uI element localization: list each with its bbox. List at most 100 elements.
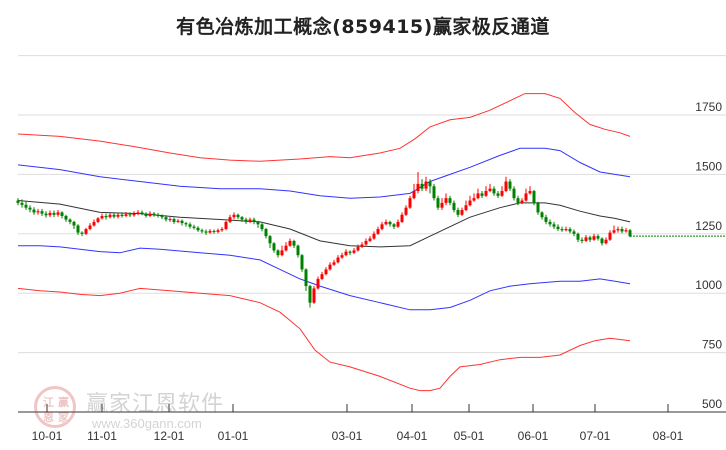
candle (328, 264, 332, 270)
candle (360, 244, 364, 247)
candle (96, 218, 100, 222)
candle (296, 245, 300, 256)
candle (204, 231, 208, 233)
candle (208, 230, 212, 233)
candle (528, 191, 532, 194)
candle (140, 212, 144, 214)
x-tick-label: 12-01 (154, 429, 185, 443)
candle (224, 221, 228, 230)
candle (240, 217, 244, 220)
candle (136, 212, 140, 214)
candle (56, 212, 60, 215)
candle (580, 239, 584, 241)
candle (488, 188, 492, 192)
candle (392, 224, 396, 227)
x-tick-label: 07-01 (580, 429, 611, 443)
candle (532, 191, 536, 203)
candle (356, 246, 360, 251)
candle (404, 207, 408, 215)
candle (608, 232, 612, 240)
candle (68, 219, 72, 222)
candle (476, 193, 480, 199)
candle (508, 181, 512, 189)
candle (416, 183, 420, 192)
candle (304, 269, 308, 287)
candle (364, 240, 368, 245)
candle (176, 220, 180, 222)
candle (380, 224, 384, 230)
candle (436, 198, 440, 208)
candle (264, 229, 268, 237)
x-tick-label: 03-01 (332, 429, 363, 443)
candle (628, 230, 632, 237)
candle (312, 288, 316, 303)
x-tick-label: 01-01 (218, 429, 249, 443)
candle (616, 229, 620, 231)
candle (612, 230, 616, 233)
candle (120, 214, 124, 216)
candle (316, 278, 320, 289)
candle (620, 229, 624, 232)
candle (480, 193, 484, 196)
candle (232, 214, 236, 218)
candle (220, 229, 224, 231)
candle (564, 229, 568, 231)
candle (168, 219, 172, 221)
candle (172, 219, 176, 222)
candlesticks (16, 172, 632, 308)
candle (144, 213, 148, 216)
candle (472, 198, 476, 201)
y-tick-label: 1750 (695, 100, 722, 114)
candle (28, 207, 32, 210)
candle (400, 214, 404, 222)
candle (432, 186, 436, 199)
candle (624, 230, 628, 232)
candle (420, 183, 424, 189)
candle (604, 239, 608, 244)
candle (288, 240, 292, 246)
lower-outer-line (17, 287, 631, 392)
candle (332, 262, 336, 265)
y-tick-label: 1500 (695, 159, 722, 173)
candle (516, 198, 520, 203)
candle (72, 221, 76, 226)
candle (452, 202, 456, 211)
candle (260, 224, 264, 230)
grid-lines (18, 55, 726, 354)
candle (588, 237, 592, 240)
candle (376, 229, 380, 234)
candle (160, 215, 164, 218)
candle (100, 215, 104, 219)
chart-title: 有色冶炼加工概念(859415)赢家极反通道 (176, 16, 550, 38)
candle (80, 232, 84, 234)
candle (280, 250, 284, 256)
candle (44, 213, 48, 216)
x-tick-label: 04-01 (397, 429, 428, 443)
candle (456, 210, 460, 215)
y-tick-label: 1000 (695, 278, 722, 292)
candle (216, 230, 220, 232)
upper-outer-line (17, 93, 631, 162)
candle (292, 240, 296, 246)
candle (116, 214, 120, 217)
y-tick-label: 1250 (695, 219, 722, 233)
candle (32, 209, 36, 213)
channel-bands (17, 93, 631, 392)
candle (192, 226, 196, 228)
candle (344, 251, 348, 256)
candle (276, 250, 280, 256)
candle (88, 225, 92, 230)
candle (52, 212, 56, 215)
candle (444, 198, 448, 203)
candle (148, 213, 152, 216)
y-tick-label: 500 (702, 397, 722, 411)
x-tick-label: 11-01 (87, 429, 117, 443)
candle (16, 200, 20, 203)
candle (448, 198, 452, 203)
candle (164, 217, 168, 220)
candle (180, 220, 184, 224)
candle (492, 188, 496, 194)
candle (428, 181, 432, 187)
candle (340, 255, 344, 258)
lower-inner-line (18, 245, 631, 311)
